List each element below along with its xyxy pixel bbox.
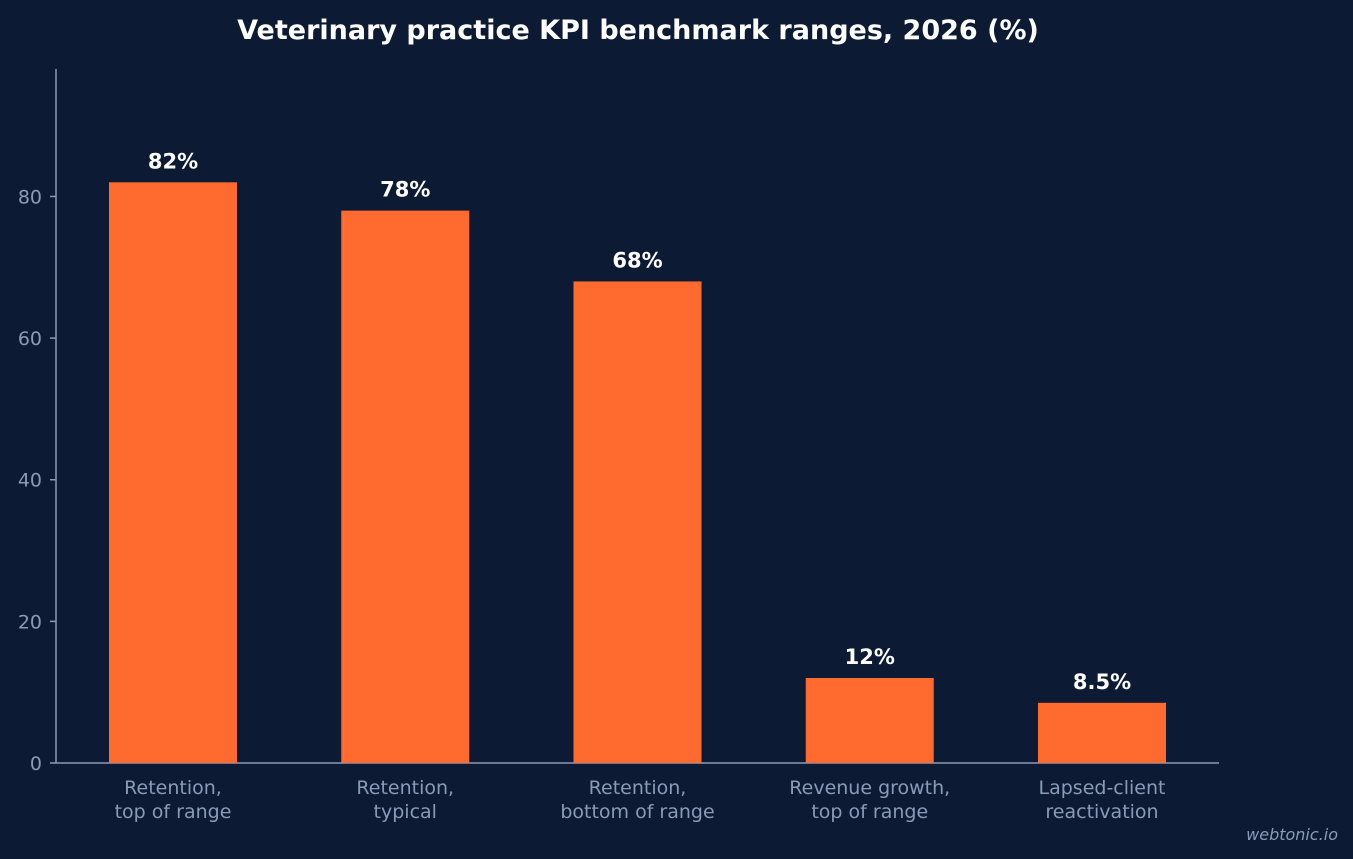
bar [1038,702,1166,763]
y-tick-label: 80 [18,186,42,208]
y-tick-label: 20 [18,611,42,633]
bar [109,182,237,763]
y-tick-label: 40 [18,470,42,492]
chart-title: Veterinary practice KPI benchmark ranges… [237,15,1039,46]
x-axis-labels: Retention, top of range Retention, typical R… [115,777,1166,823]
bar [341,210,470,763]
credit-text: webtonic.io [1246,825,1338,844]
y-tick-label: 60 [18,328,42,350]
bar [573,281,702,763]
x-tick-label: Retention, top of range [115,777,232,823]
y-tick-label: 0 [30,753,42,775]
x-tick-label: Revenue growth, top of range [789,777,950,823]
x-tick-label: Lapsed-client reactivation [1039,777,1166,823]
y-axis-ticks: 0 20 40 60 80 [18,186,56,775]
data-label: 8.5% [1073,670,1131,694]
x-tick-label: Retention, typical [356,777,454,823]
data-label: 12% [845,645,895,669]
data-labels: 82% 78% 68% 12% 8.5% [148,149,1131,694]
data-label: 82% [148,149,198,173]
data-label: 68% [612,248,662,272]
bar [805,678,934,763]
bars [109,182,1166,763]
data-label: 78% [380,178,430,202]
x-tick-label: Retention, bottom of range [560,777,714,823]
